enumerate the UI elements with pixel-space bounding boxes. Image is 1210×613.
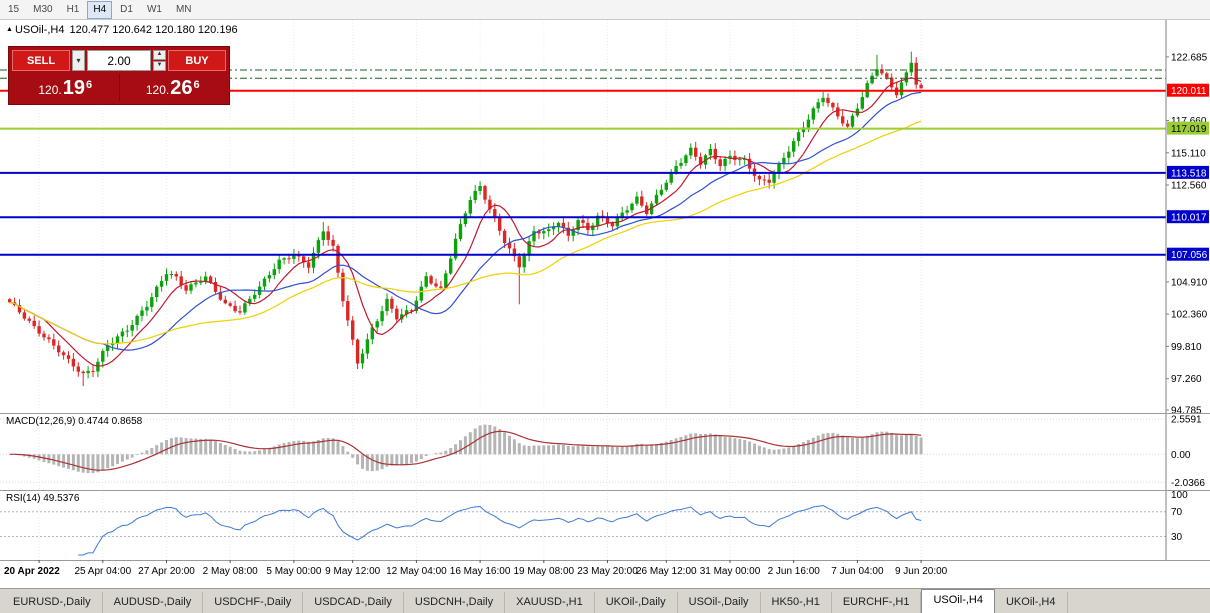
bid-price[interactable]: 120. 19 6 [12,74,119,101]
timeframe-button-D1[interactable]: D1 [120,3,133,15]
svg-text:110.017: 110.017 [1171,213,1207,224]
one-click-trading-panel: SELL ▾ ▲ ▼ BUY 120.196 120.266 [8,46,230,105]
svg-text:115.110: 115.110 [1171,148,1206,159]
macd-pane[interactable]: 2.5591 0.00 -2.0366 [0,413,1210,490]
sell-button[interactable]: SELL [12,50,70,71]
svg-text:112.560: 112.560 [1171,181,1207,192]
svg-text:30: 30 [1171,532,1183,543]
ask-fraction: 6 [193,79,200,91]
svg-text:2 Jun 16:00: 2 Jun 16:00 [768,566,821,577]
chart-tab-USOil-H4[interactable]: USOil-,H4 [921,589,995,613]
timeframe-toolbar: 15 M30 H1 H4 D1 W1 MN [0,0,1210,20]
svg-text:20 Apr 2022: 20 Apr 2022 [4,566,60,577]
chart-tab-UKOil-H4[interactable]: UKOil-,H4 [995,592,1068,613]
svg-text:9 Jun 20:00: 9 Jun 20:00 [895,566,948,577]
svg-text:100: 100 [1171,490,1188,501]
svg-text:102.360: 102.360 [1171,310,1208,321]
svg-text:19 May 08:00: 19 May 08:00 [513,566,574,577]
timeframe-button-H4[interactable]: H4 [87,0,113,19]
svg-text:99.810: 99.810 [1171,342,1202,353]
macd-indicator-label: MACD(12,26,9) 0.4744 0.8658 [6,416,143,427]
buy-button[interactable]: BUY [168,50,226,71]
lot-size-input[interactable] [87,50,151,71]
chart-tab-USDCAD-Daily[interactable]: USDCAD-,Daily [303,592,404,613]
svg-text:113.518: 113.518 [1171,168,1207,179]
svg-text:5 May 00:00: 5 May 00:00 [266,566,321,577]
chart-title: ▲ USOil-,H4 120.477 120.642 120.180 120.19… [6,24,238,36]
rsi-indicator-label: RSI(14) 49.5376 [6,493,80,504]
timeframe-button-H1[interactable]: H1 [66,3,80,15]
chart-tab-AUDUSD-Daily[interactable]: AUDUSD-,Daily [103,592,204,613]
chart-tab-USOil-Daily[interactable]: USOil-,Daily [678,592,761,613]
svg-text:25 Apr 04:00: 25 Apr 04:00 [74,566,131,577]
time-axis: 20 Apr 2022 25 Apr 04:00 27 Apr 20:00 2 May… [0,560,1210,577]
timeframe-button-M30[interactable]: M30 [33,3,53,15]
svg-text:16 May 16:00: 16 May 16:00 [450,566,511,577]
ask-price[interactable]: 120. 26 6 [120,74,227,101]
svg-text:122.685: 122.685 [1171,52,1208,63]
bid-pips: 19 [62,77,85,99]
svg-text:0.00: 0.00 [1171,450,1191,461]
bid-fraction: 6 [85,79,93,91]
svg-text:-2.0366: -2.0366 [1171,478,1205,489]
rsi-pane[interactable]: 100 70 30 [0,490,1210,560]
svg-text:9 May 12:00: 9 May 12:00 [325,566,380,577]
svg-text:97.260: 97.260 [1171,374,1202,385]
chart-tab-EURUSD-Daily[interactable]: EURUSD-,Daily [2,592,103,613]
chart-tab-USDCNH-Daily[interactable]: USDCNH-,Daily [404,592,506,613]
price-chart-pane[interactable]: 122.685 117.660 115.110 112.560 104.910 102.3… [0,20,1210,413]
svg-text:26 May 12:00: 26 May 12:00 [636,566,697,577]
chart-tab-HK50-H1[interactable]: HK50-,H1 [761,592,832,613]
chart-tab-XAUUSD-H1[interactable]: XAUUSD-,H1 [505,592,595,613]
svg-text:117.660: 117.660 [1171,116,1207,127]
chart-tab-UKOil-Daily[interactable]: UKOil-,Daily [595,592,678,613]
ask-prefix: 120. [145,83,170,97]
chart-symbol-label: USOil-,H4 [14,24,65,36]
svg-text:120.011: 120.011 [1171,86,1207,97]
svg-text:2.5591: 2.5591 [1171,415,1202,426]
lot-dropdown-arrow-icon[interactable]: ▾ [72,50,85,71]
lot-decrease-icon[interactable]: ▼ [153,61,166,71]
bid-prefix: 120. [38,83,62,97]
svg-text:2 May 08:00: 2 May 08:00 [203,566,258,577]
svg-text:12 May 04:00: 12 May 04:00 [386,566,447,577]
timeframe-button-MN[interactable]: MN [175,3,192,15]
chart-tab-EURCHF-H1[interactable]: EURCHF-,H1 [832,592,922,613]
chart-ohlc-values: 120.477 120.642 120.180 120.196 [69,24,238,36]
lot-stepper: ▲ ▼ [153,50,166,71]
svg-text:23 May 20:00: 23 May 20:00 [577,566,638,577]
lot-increase-icon[interactable]: ▲ [153,50,166,60]
collapse-chart-icon[interactable]: ▲ [6,26,13,33]
svg-text:104.910: 104.910 [1171,277,1208,288]
timeframe-button-W1[interactable]: W1 [146,3,162,15]
svg-text:94.785: 94.785 [1171,406,1202,413]
chart-tab-USDCHF-Daily[interactable]: USDCHF-,Daily [203,592,304,613]
chart-tabs-bar: EURUSD-,Daily AUDUSD-,Daily USDCHF-,Daily U… [0,588,1210,613]
ask-pips: 26 [170,77,193,99]
timeframe-button-15[interactable]: 15 [8,3,20,15]
svg-text:31 May 00:00: 31 May 00:00 [700,566,761,577]
svg-text:117.019: 117.019 [1171,124,1207,135]
price-divider [118,74,120,101]
svg-text:107.056: 107.056 [1171,250,1208,261]
svg-text:7 Jun 04:00: 7 Jun 04:00 [831,566,884,577]
svg-text:27 Apr 20:00: 27 Apr 20:00 [138,566,195,577]
svg-text:70: 70 [1171,507,1183,518]
